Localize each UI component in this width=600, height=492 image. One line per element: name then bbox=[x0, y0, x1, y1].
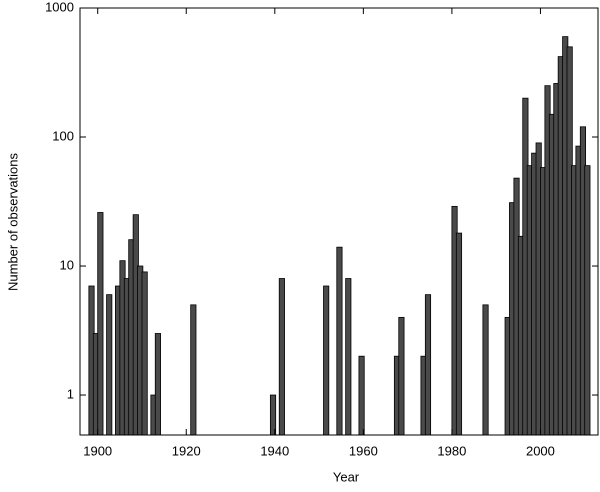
x-tick-label: 1960 bbox=[349, 443, 378, 458]
bar bbox=[398, 316, 405, 436]
bar bbox=[482, 304, 489, 436]
x-tick-label: 2000 bbox=[526, 443, 555, 458]
bar bbox=[97, 212, 104, 436]
plot-frame bbox=[79, 7, 599, 436]
bar bbox=[106, 294, 113, 436]
x-tick-label: 1900 bbox=[83, 443, 112, 458]
x-axis-label: Year bbox=[333, 469, 360, 484]
bar bbox=[358, 355, 365, 436]
x-tick-label: 1980 bbox=[437, 443, 466, 458]
y-tick-label: 1 bbox=[67, 386, 74, 401]
bar bbox=[323, 285, 330, 436]
y-tick-label: 1000 bbox=[45, 0, 74, 14]
bar bbox=[584, 165, 591, 436]
y-axis-label: Number of observations bbox=[5, 152, 20, 291]
bar bbox=[345, 278, 352, 436]
x-tick-label: 1940 bbox=[260, 443, 289, 458]
bar bbox=[278, 278, 285, 436]
y-tick-label: 100 bbox=[52, 128, 74, 143]
y-tick-label: 10 bbox=[60, 257, 74, 272]
bar bbox=[336, 246, 343, 436]
bar bbox=[424, 294, 432, 436]
bar bbox=[154, 333, 161, 436]
bar bbox=[141, 271, 148, 436]
bar bbox=[455, 232, 463, 436]
bar bbox=[190, 304, 197, 436]
x-tick-label: 1920 bbox=[172, 443, 201, 458]
